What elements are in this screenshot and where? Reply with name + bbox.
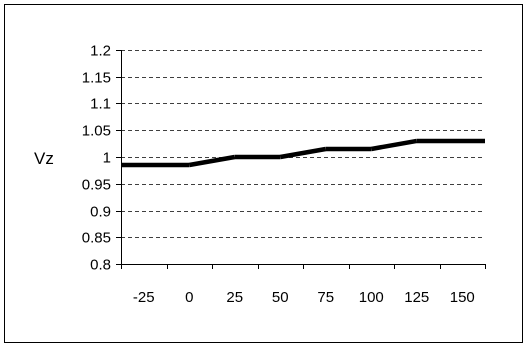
y-tick-label-8: 1.2 [90,43,111,60]
y-axis-title: Vz [34,149,54,168]
x-tick-label-3: 50 [272,289,289,306]
y-tick-label-0: 0.8 [90,257,111,274]
series-layer [121,138,485,168]
series-0-segment-1 [188,154,236,168]
tick-labels: 0.8 0.85 0.9 0.95 1 1.05 1.1 1.15 1.2 -25 0 25 50 75 1… [82,43,475,307]
series-0-segment-5 [370,138,418,152]
y-tick-label-5: 1.05 [82,123,111,140]
axes [116,50,486,269]
chart-border [4,4,523,343]
x-tick-label-7: 150 [450,289,475,306]
x-tick-label-1: 0 [185,289,193,306]
y-tick-label-6: 1.1 [90,96,111,113]
y-tick-label-1: 0.85 [82,230,111,247]
y-tick-label-7: 1.15 [82,70,111,87]
grid-lines [121,50,485,238]
series-0-segment-3 [279,146,327,160]
y-tick-label-3: 0.95 [82,177,111,194]
y-tick-label-4: 1 [103,150,111,167]
x-tick-label-4: 75 [317,289,334,306]
x-tick-label-6: 125 [404,289,429,306]
x-tick-label-0: -25 [133,289,155,306]
x-tick-label-5: 100 [359,289,384,306]
y-tick-label-2: 0.9 [90,204,111,221]
x-tick-label-2: 25 [226,289,243,306]
